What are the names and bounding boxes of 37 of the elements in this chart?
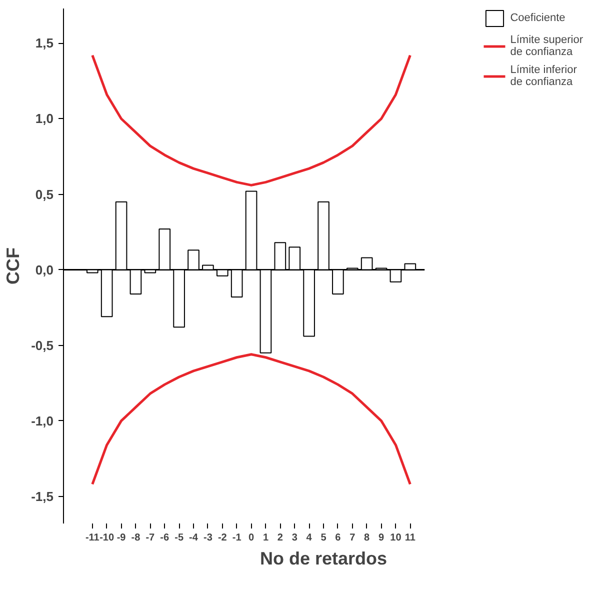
y-axis-title: CCF: [3, 247, 24, 284]
x-tick-label: -11: [85, 532, 100, 544]
line-series: [91, 353, 412, 486]
x-tick-label: 0: [248, 532, 254, 544]
x-tick-label: 2: [277, 532, 284, 544]
legend-label: Límite inferior de confianza: [510, 64, 577, 88]
x-tick-label: 1: [262, 532, 269, 544]
x-tick-label: -7: [146, 532, 156, 544]
y-tick-label: -1,5: [31, 488, 54, 504]
x-tick-label: 8: [364, 532, 370, 544]
y-tick-label: 0,5: [35, 186, 54, 202]
x-tick-label: 4: [306, 532, 312, 544]
x-tick-label: -8: [131, 532, 141, 544]
y-tick-label: 1,5: [35, 36, 54, 51]
y-tick-label: 1,0: [35, 111, 54, 126]
x-tick-label: 9: [378, 532, 384, 544]
x-tick-label: 11: [404, 532, 416, 544]
line-series: [91, 54, 412, 186]
x-tick-label: -3: [204, 532, 213, 544]
x-tick-label: -1: [232, 532, 242, 544]
y-tick-label: -0,5: [31, 338, 54, 353]
x-tick-label: -6: [160, 532, 170, 544]
legend-label: Coeficiente: [510, 12, 566, 24]
x-tick-label: 10: [390, 532, 402, 544]
x-tick-label: 5: [320, 532, 327, 544]
x-tick-label: 7: [350, 532, 356, 544]
x-tick-label: 3: [292, 532, 298, 544]
x-tick-label: 6: [335, 532, 342, 544]
x-tick-label: -10: [100, 532, 114, 544]
legend-label: Límite superior de confianza: [510, 34, 583, 58]
x-tick-label: -2: [218, 532, 228, 544]
x-axis-title: No de retardos: [260, 548, 388, 568]
y-tick-label: 0,0: [35, 262, 54, 278]
x-tick-label: -9: [116, 532, 126, 544]
y-tick-label: -1,0: [31, 413, 54, 428]
x-tick-label: -5: [174, 532, 184, 544]
x-tick-label: -4: [189, 532, 198, 544]
